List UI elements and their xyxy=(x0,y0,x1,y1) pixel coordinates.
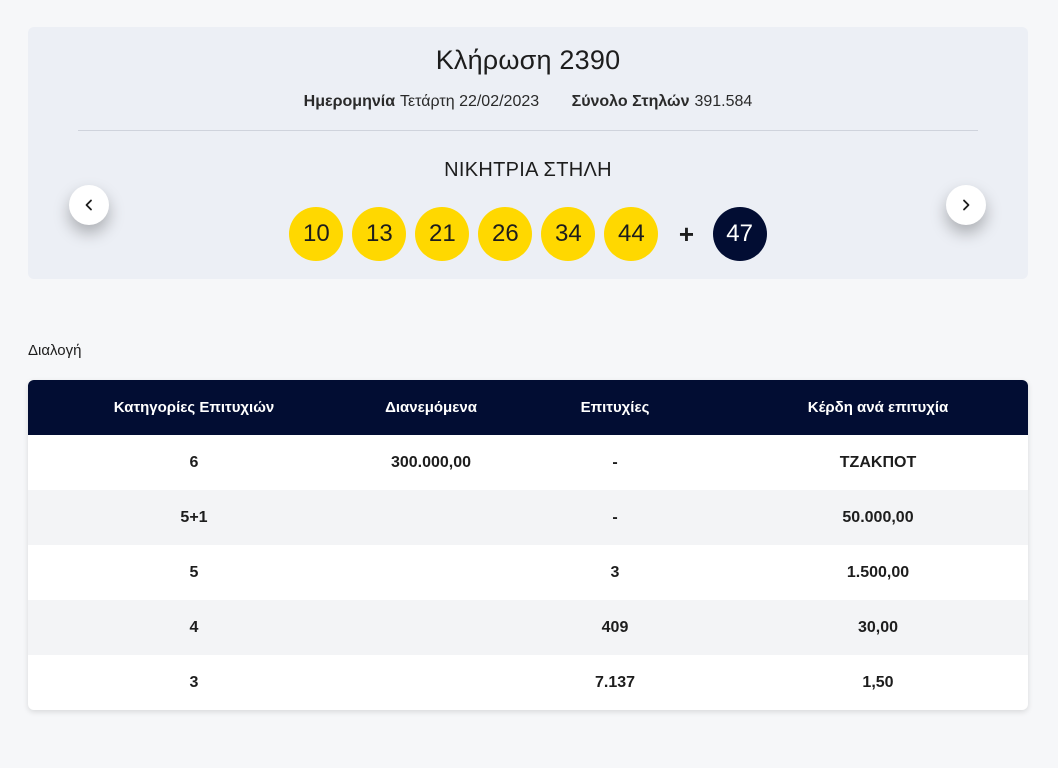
draw-columns-value: 391.584 xyxy=(694,93,753,110)
table-header: Κατηγορίες Επιτυχιών Διανεμόμενα Επιτυχί… xyxy=(28,380,1028,435)
table-row: 5+1 - 50.000,00 xyxy=(28,490,1028,545)
cell-category: 3 xyxy=(189,673,199,691)
cell-winners: - xyxy=(612,453,618,471)
cell-prize: 1,50 xyxy=(862,673,894,691)
draw-date-value: Τετάρτη 22/02/2023 xyxy=(400,93,540,110)
cell-winners: 7.137 xyxy=(594,673,636,691)
cell-winners: - xyxy=(612,508,618,526)
cell-category: 5+1 xyxy=(180,508,208,526)
cell-prize: ΤΖΑΚΠΟΤ xyxy=(839,453,917,471)
draw-columns: Σύνολο Στηλών 391.584 xyxy=(572,93,753,110)
draw-title: Κλήρωση 2390 xyxy=(435,45,621,75)
prize-table: Κατηγορίες Επιτυχιών Διανεμόμενα Επιτυχί… xyxy=(28,380,1028,710)
number-ball: 10 xyxy=(289,207,344,261)
cell-prize: 1.500,00 xyxy=(846,563,910,581)
number-ball: 26 xyxy=(478,207,533,261)
header-prize-per-winner: Κέρδη ανά επιτυχία xyxy=(807,399,949,416)
table-row: 6 300.000,00 - ΤΖΑΚΠΟΤ xyxy=(28,435,1028,490)
winning-numbers: 10 13 21 26 34 44 + 47 xyxy=(28,207,1028,261)
chevron-left-icon xyxy=(85,199,92,211)
next-draw-button[interactable] xyxy=(946,185,986,225)
cell-winners: 3 xyxy=(610,563,620,581)
cell-distributed: 300.000,00 xyxy=(390,453,472,471)
table-row: 5 3 1.500,00 xyxy=(28,545,1028,600)
chevron-right-icon xyxy=(963,199,970,211)
table-row: 3 7.137 1,50 xyxy=(28,655,1028,710)
draw-date: Ημερομηνία Τετάρτη 22/02/2023 xyxy=(304,93,544,110)
cell-category: 6 xyxy=(189,453,199,471)
plus-sign: + xyxy=(678,218,695,249)
draw-card: Κλήρωση 2390 Ημερομηνία Τετάρτη 22/02/202… xyxy=(28,27,1028,279)
section-label: Διαλογή xyxy=(28,342,82,359)
draw-columns-label: Σύνολο Στηλών xyxy=(571,93,690,110)
number-ball: 21 xyxy=(415,207,470,261)
divider xyxy=(78,130,978,131)
table-row: 4 409 30,00 xyxy=(28,600,1028,655)
cell-winners: 409 xyxy=(601,618,629,636)
number-ball: 13 xyxy=(352,207,407,261)
cell-prize: 30,00 xyxy=(857,618,899,636)
header-category: Κατηγορίες Επιτυχιών xyxy=(113,399,275,416)
previous-draw-button[interactable] xyxy=(69,185,109,225)
bonus-ball: 47 xyxy=(712,207,767,261)
number-ball: 34 xyxy=(541,207,596,261)
number-ball: 44 xyxy=(604,207,659,261)
draw-meta: Ημερομηνία Τετάρτη 22/02/2023 Σύνολο Στηλ… xyxy=(28,93,1028,111)
cell-category: 4 xyxy=(189,618,199,636)
cell-category: 5 xyxy=(189,563,199,581)
draw-date-label: Ημερομηνία xyxy=(303,93,396,110)
cell-prize: 50.000,00 xyxy=(842,508,914,526)
header-distributed: Διανεμόμενα xyxy=(385,399,477,416)
header-winners: Επιτυχίες xyxy=(580,399,650,416)
winning-column-label: ΝΙΚΗΤΡΙΑ ΣΤΗΛΗ xyxy=(444,159,612,181)
